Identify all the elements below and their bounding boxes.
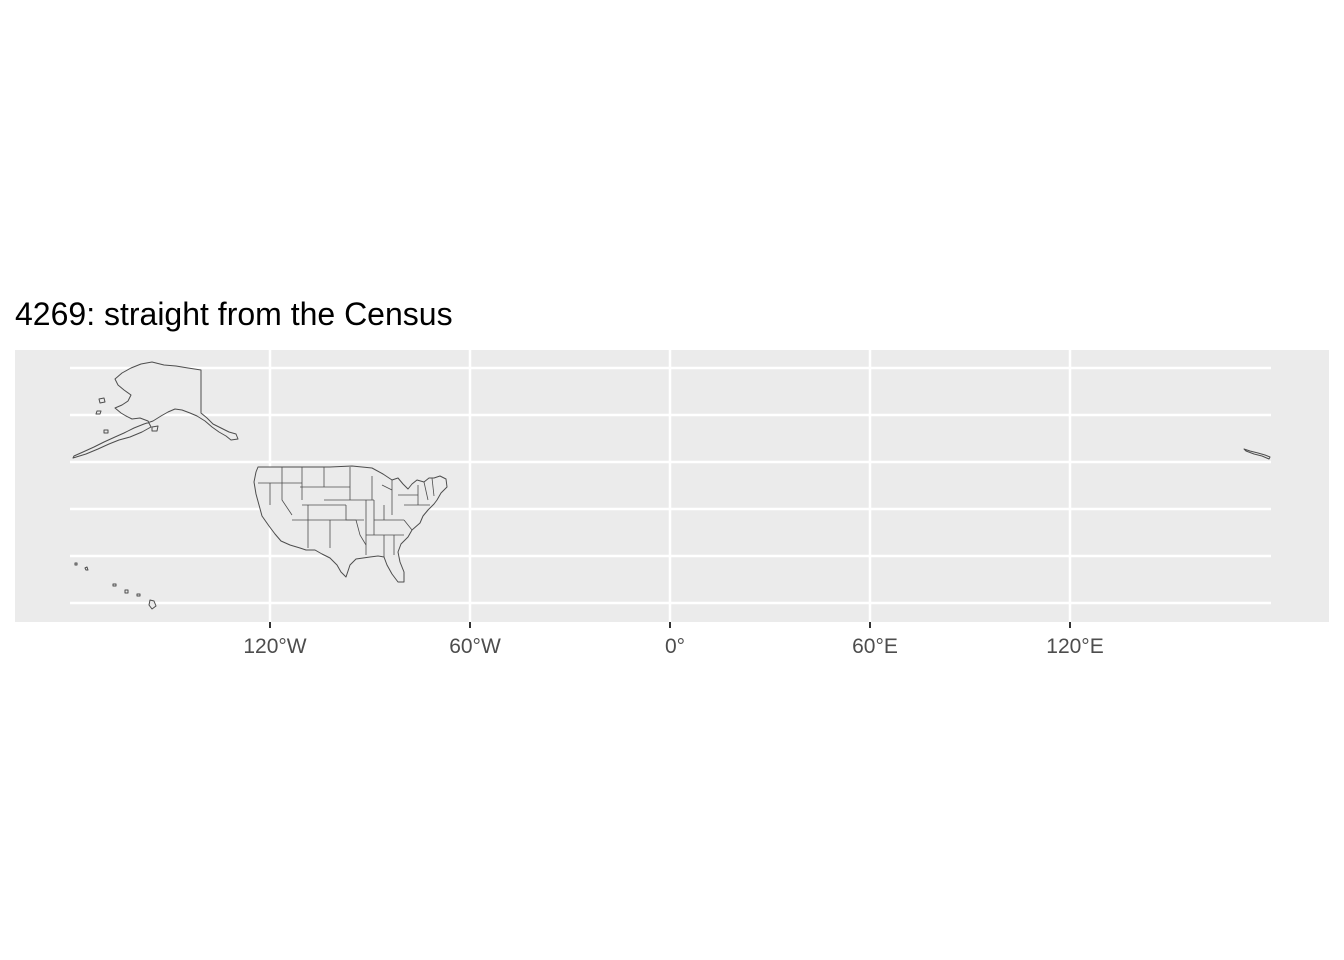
x-axis-ticks — [269, 622, 1071, 628]
x-tick-label: 120°E — [1046, 635, 1103, 658]
hawaii-big-island — [148, 599, 157, 610]
x-tick-label: 0° — [665, 635, 685, 658]
hawaii-island — [74, 562, 78, 566]
hawaii-island — [84, 566, 89, 571]
alaska-island — [95, 410, 102, 415]
x-axis-labels: 120°W 60°W 0° 60°E 120°E — [243, 635, 1103, 658]
x-tick-label: 60°E — [852, 635, 898, 658]
state-boundaries — [258, 467, 435, 557]
hawaii-island — [112, 583, 117, 587]
x-tick-label: 60°W — [449, 635, 501, 658]
alaska-island — [151, 425, 159, 432]
alaska-shape — [72, 361, 239, 459]
plot-panel — [15, 350, 1329, 622]
aleutian-islands-east — [1243, 448, 1271, 460]
hawaii-island — [136, 593, 141, 597]
longitude-gridlines — [268, 350, 1072, 622]
plot-title: 4269: straight from the Census — [15, 296, 453, 332]
x-tick-label: 120°W — [243, 635, 306, 658]
alaska-island — [98, 397, 106, 404]
hawaii-island — [124, 589, 129, 594]
alaska-island — [103, 429, 109, 434]
